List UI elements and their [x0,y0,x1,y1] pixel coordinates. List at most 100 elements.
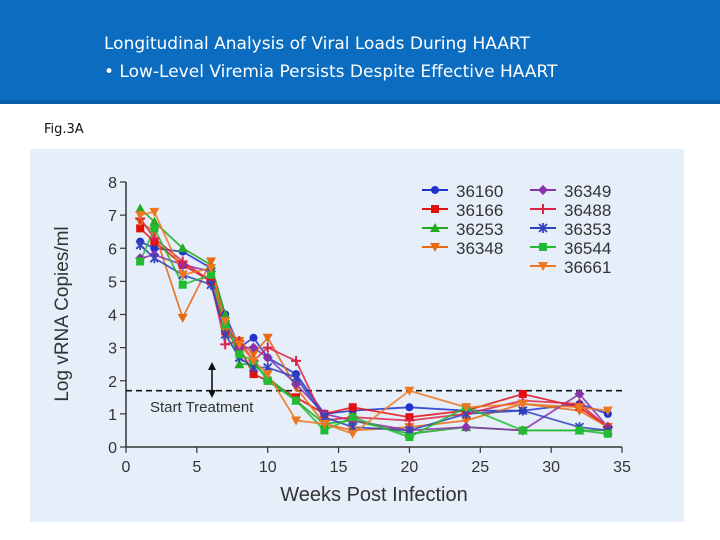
data-point [177,243,188,253]
data-point [461,422,472,433]
data-point [574,403,585,413]
data-point [603,429,612,438]
legend-label: 36349 [564,182,611,201]
data-point [348,413,357,422]
data-point [177,256,188,267]
data-point [149,233,160,244]
x-tick-label: 10 [259,459,277,476]
legend-label: 36544 [564,239,611,258]
data-point [149,216,160,226]
x-tick-label: 5 [192,459,201,476]
data-point [291,372,301,383]
data-point [234,340,245,350]
series-line-36349 [139,253,609,432]
annotation-text: Start Treatment [150,399,254,416]
data-point [291,416,302,426]
data-point [150,244,159,253]
data-point [150,224,159,233]
data-point [248,356,259,366]
data-point [220,317,231,327]
data-point [291,379,302,390]
y-tick-label: 7 [108,208,117,225]
annotation: Start Treatment [150,362,254,416]
data-point [206,264,217,274]
data-point [178,280,187,289]
x-tick-label: 30 [542,459,560,476]
data-point [430,243,440,252]
data-point [518,390,527,398]
data-point [291,355,302,366]
data-point [405,403,414,412]
data-point [539,243,547,251]
data-point [461,403,472,413]
data-point [292,396,301,405]
data-point [431,186,439,194]
series-line-36661 [139,210,608,435]
data-point [136,257,145,266]
data-point [220,309,231,319]
data-point [319,419,330,429]
series-line-36544 [139,226,608,439]
legend-label: 36488 [564,201,611,220]
x-tick-label: 15 [330,459,348,476]
data-point [206,279,216,290]
data-point [461,416,472,426]
data-point [517,399,528,409]
y-axis-label: Log vRNA Copies/ml [52,226,73,401]
data-point [575,426,584,435]
data-point [207,270,216,279]
data-point [149,253,159,264]
data-point [220,339,231,350]
arrow-head-down [208,390,216,398]
data-point [404,415,415,426]
y-tick-label: 6 [108,241,117,258]
data-point [248,350,259,360]
data-point [320,426,329,435]
data-point [405,433,414,442]
data-point [602,406,613,416]
x-axis-label: Weeks Post Infection [280,484,468,506]
data-point [262,342,273,353]
data-point [538,223,548,233]
data-point [404,386,415,396]
data-point [234,359,245,369]
data-point [262,333,273,343]
slide-title: Longitudinal Analysis of Viral Loads Dur… [104,34,530,54]
data-point [262,352,273,363]
y-tick-label: 5 [108,274,117,291]
data-point [538,185,548,195]
y-tick-label: 8 [108,175,117,192]
data-point [177,313,188,323]
data-point [347,429,358,439]
data-point [135,211,146,221]
data-point [538,262,548,271]
x-tick-label: 25 [471,459,489,476]
series-lines [139,207,609,439]
series-line-36160 [139,240,609,415]
series-line-36488 [139,217,609,428]
data-point [249,370,258,379]
slide-subtitle: • Low-Level Viremia Persists Despite Eff… [104,62,558,82]
data-point [206,257,217,267]
y-tick-label: 2 [108,374,117,391]
legend-label: 36348 [456,239,503,258]
y-tick-label: 4 [108,308,117,325]
data-point [262,370,273,380]
data-point [135,203,146,213]
data-point [249,333,258,342]
axes: 0 1 2 3 4 5 6 7 8 0 5 10 15 20 25 30 35 Weeks Post Infect… [52,175,631,506]
data-point [263,376,272,385]
legend-label: 36160 [456,182,503,201]
data-point [136,224,145,233]
title-banner: Longitudinal Analysis of Viral Loads Dur… [0,0,720,104]
legend-label: 36253 [456,220,503,239]
figure-label: Fig.3A [44,122,84,137]
data-point [220,329,230,340]
y-tick-label: 3 [108,341,117,358]
x-tick-label: 35 [613,459,631,476]
data-point [177,270,188,280]
legend-label: 36353 [564,220,611,239]
y-tick-label: 0 [108,440,117,457]
